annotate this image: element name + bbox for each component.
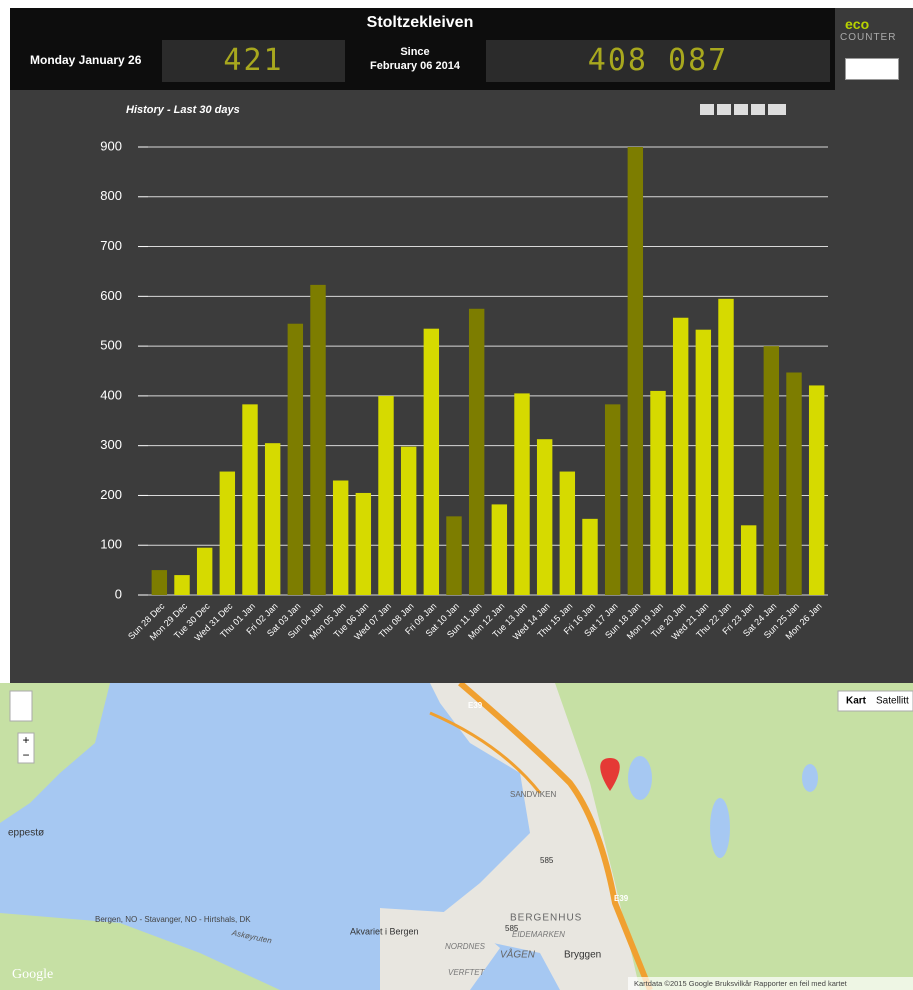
bar	[718, 299, 733, 595]
place: Bergen, NO - Stavanger, NO - Hirtshals, …	[95, 915, 251, 924]
y-tick-label: 200	[100, 487, 122, 502]
place: NORDNES	[445, 942, 486, 951]
y-tick-label: 600	[100, 288, 122, 303]
page: Stoltzekleiven Monday January 26 421 Sin…	[0, 0, 913, 990]
place: SANDVIKEN	[510, 790, 556, 799]
bar	[560, 472, 575, 595]
attribution: Kartdata ©2015 Google Bruksvilkår Rappor…	[634, 979, 848, 988]
road-number: 585	[505, 924, 519, 933]
bar	[356, 493, 371, 595]
bar	[424, 329, 439, 595]
today-counter: 421	[162, 40, 345, 82]
bar	[401, 447, 416, 595]
bar	[741, 525, 756, 595]
bar	[492, 504, 507, 595]
date: Monday January 26	[30, 53, 141, 67]
place: VÅGEN	[500, 948, 536, 961]
place: BERGENHUS	[510, 913, 582, 924]
logo: COUNTER	[840, 32, 896, 43]
map: + − Kart Satellitt SANDVIKEN BERGENHUS E…	[0, 683, 913, 990]
place: Akvariet i Bergen	[350, 926, 419, 936]
y-tick-label: 500	[100, 338, 122, 353]
road-number: E39	[468, 701, 483, 710]
bar	[152, 570, 167, 595]
y-tick-label: 100	[100, 537, 122, 552]
site-title: Stoltzekleiven	[300, 14, 540, 32]
y-tick-label: 400	[100, 387, 122, 402]
bar	[628, 147, 643, 595]
bar	[310, 285, 325, 595]
bar	[582, 519, 597, 595]
chart-title: History - Last 30 days	[126, 104, 240, 116]
bar	[446, 516, 461, 595]
bar	[673, 318, 688, 595]
logo: eco	[845, 16, 869, 32]
zoom-in[interactable]: +	[22, 733, 29, 747]
place: VERFTET	[448, 968, 486, 977]
bar	[242, 404, 257, 595]
place: EIDEMARKEN	[512, 930, 565, 939]
lake	[628, 756, 652, 800]
y-tick-label: 300	[100, 437, 122, 452]
bar	[220, 472, 235, 595]
bar	[333, 481, 348, 595]
bar	[197, 548, 212, 595]
bar	[537, 439, 552, 595]
bar	[764, 346, 779, 595]
road-number: E39	[614, 894, 629, 903]
since-date: February 06 2014	[350, 60, 480, 72]
bar	[288, 324, 303, 595]
view-buttons[interactable]	[700, 104, 786, 115]
map-type-satellite[interactable]: Satellitt	[876, 696, 909, 707]
bar	[650, 391, 665, 595]
chart: History - Last 30 days 0 100 200 300 400 500 6…	[0, 90, 913, 683]
y-tick-label: 700	[100, 238, 122, 253]
lake	[710, 798, 730, 858]
bar	[514, 393, 529, 595]
y-tick-label: 900	[100, 138, 122, 153]
bar	[378, 396, 393, 595]
language-select[interactable]	[845, 58, 899, 80]
google-logo: Google	[12, 967, 53, 982]
street-view[interactable]	[10, 691, 32, 721]
place: eppestø	[8, 828, 44, 839]
total-counter: 408 087	[486, 40, 830, 82]
bar	[605, 404, 620, 595]
lake	[802, 764, 818, 792]
road-number: 585	[540, 856, 554, 865]
bar	[469, 309, 484, 595]
bar	[809, 385, 824, 595]
bar	[174, 575, 189, 595]
place: Bryggen	[564, 950, 601, 961]
y-tick-label: 800	[100, 188, 122, 203]
bar	[265, 443, 280, 595]
bar	[696, 330, 711, 595]
y-tick-label: 0	[115, 586, 122, 601]
map-type-map[interactable]: Kart	[846, 696, 867, 707]
bar	[786, 372, 801, 595]
zoom-out[interactable]: −	[22, 748, 29, 762]
since-label: Since	[350, 46, 480, 58]
